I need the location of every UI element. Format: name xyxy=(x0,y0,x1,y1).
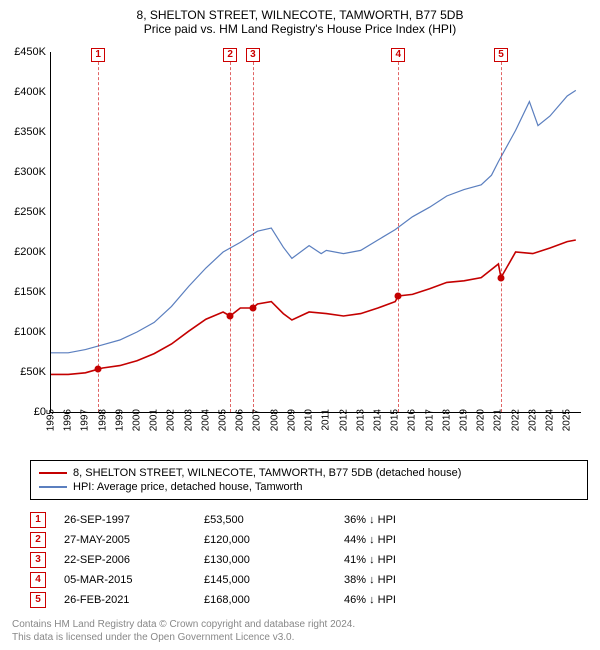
legend-label: 8, SHELTON STREET, WILNECOTE, TAMWORTH, … xyxy=(73,467,461,479)
legend: 8, SHELTON STREET, WILNECOTE, TAMWORTH, … xyxy=(30,460,588,500)
row-date: 26-FEB-2021 xyxy=(64,594,204,606)
x-tick-label: 2001 xyxy=(149,409,160,431)
legend-swatch xyxy=(39,472,67,474)
y-tick-label: £50K xyxy=(1,366,46,378)
x-tick-label: 1995 xyxy=(46,409,57,431)
y-tick-label: £400K xyxy=(1,86,46,98)
table-row: 4 05-MAR-2015£145,00038% ↓ HPI xyxy=(30,570,570,590)
row-price: £145,000 xyxy=(204,574,344,586)
x-tick-label: 2000 xyxy=(132,409,143,431)
y-tick-label: £0 xyxy=(1,406,46,418)
table-row: 1 26-SEP-1997£53,50036% ↓ HPI xyxy=(30,510,570,530)
y-tick-label: £200K xyxy=(1,246,46,258)
sale-vline xyxy=(501,52,502,412)
row-price: £120,000 xyxy=(204,534,344,546)
chart-area: 12345 £0£50K£100K£150K£200K£250K£300K£35… xyxy=(50,52,581,413)
series-hpi xyxy=(51,90,576,352)
title-line-1: 8, SHELTON STREET, WILNECOTE, TAMWORTH, … xyxy=(0,0,600,22)
sale-point xyxy=(497,274,504,281)
legend-row: HPI: Average price, detached house, Tamw… xyxy=(39,480,579,494)
sale-marker: 1 xyxy=(91,48,105,62)
x-tick-label: 2009 xyxy=(286,409,297,431)
sale-marker: 2 xyxy=(223,48,237,62)
row-date: 05-MAR-2015 xyxy=(64,574,204,586)
y-tick-label: £300K xyxy=(1,166,46,178)
sale-vline xyxy=(253,52,254,412)
title-line-2: Price paid vs. HM Land Registry's House … xyxy=(0,22,600,40)
x-tick-label: 2004 xyxy=(200,409,211,431)
legend-row: 8, SHELTON STREET, WILNECOTE, TAMWORTH, … xyxy=(39,466,579,480)
x-tick-label: 2006 xyxy=(235,409,246,431)
sale-vline xyxy=(98,52,99,412)
x-tick-label: 2003 xyxy=(183,409,194,431)
x-tick-label: 2022 xyxy=(510,409,521,431)
row-marker: 2 xyxy=(30,532,46,548)
sale-vline xyxy=(230,52,231,412)
row-delta: 46% ↓ HPI xyxy=(344,594,484,606)
x-tick-label: 2010 xyxy=(304,409,315,431)
x-tick-label: 2012 xyxy=(338,409,349,431)
sale-vline xyxy=(398,52,399,412)
sale-marker: 5 xyxy=(494,48,508,62)
x-tick-label: 2021 xyxy=(493,409,504,431)
x-tick-label: 2007 xyxy=(252,409,263,431)
x-tick-label: 2018 xyxy=(441,409,452,431)
row-marker: 5 xyxy=(30,592,46,608)
y-tick-label: £150K xyxy=(1,286,46,298)
row-marker: 4 xyxy=(30,572,46,588)
x-tick-label: 2015 xyxy=(390,409,401,431)
row-price: £130,000 xyxy=(204,554,344,566)
sale-point xyxy=(227,313,234,320)
legend-label: HPI: Average price, detached house, Tamw… xyxy=(73,481,303,493)
sales-table: 1 26-SEP-1997£53,50036% ↓ HPI 2 27-MAY-2005… xyxy=(30,510,570,610)
x-tick-label: 1998 xyxy=(97,409,108,431)
x-tick-label: 2005 xyxy=(218,409,229,431)
row-price: £53,500 xyxy=(204,514,344,526)
table-row: 3 22-SEP-2006£130,00041% ↓ HPI xyxy=(30,550,570,570)
footer-line-1: Contains HM Land Registry data © Crown c… xyxy=(12,618,355,631)
row-marker: 1 xyxy=(30,512,46,528)
x-tick-label: 2023 xyxy=(527,409,538,431)
x-tick-label: 2024 xyxy=(545,409,556,431)
row-delta: 41% ↓ HPI xyxy=(344,554,484,566)
y-tick-label: £250K xyxy=(1,206,46,218)
x-tick-label: 1999 xyxy=(114,409,125,431)
x-tick-label: 2020 xyxy=(476,409,487,431)
sale-point xyxy=(95,366,102,373)
x-tick-label: 2002 xyxy=(166,409,177,431)
row-delta: 38% ↓ HPI xyxy=(344,574,484,586)
sale-marker: 3 xyxy=(246,48,260,62)
table-row: 5 26-FEB-2021£168,00046% ↓ HPI xyxy=(30,590,570,610)
row-marker: 3 xyxy=(30,552,46,568)
x-tick-label: 2013 xyxy=(355,409,366,431)
footer: Contains HM Land Registry data © Crown c… xyxy=(12,618,355,644)
sale-marker: 4 xyxy=(391,48,405,62)
series-paid xyxy=(51,240,576,374)
row-delta: 36% ↓ HPI xyxy=(344,514,484,526)
row-price: £168,000 xyxy=(204,594,344,606)
x-tick-label: 2008 xyxy=(269,409,280,431)
x-tick-label: 2011 xyxy=(321,409,332,431)
row-date: 26-SEP-1997 xyxy=(64,514,204,526)
row-date: 27-MAY-2005 xyxy=(64,534,204,546)
x-tick-label: 1996 xyxy=(63,409,74,431)
x-tick-label: 2025 xyxy=(562,409,573,431)
sale-point xyxy=(395,293,402,300)
figure: 8, SHELTON STREET, WILNECOTE, TAMWORTH, … xyxy=(0,0,600,650)
legend-swatch xyxy=(39,486,67,488)
table-row: 2 27-MAY-2005£120,00044% ↓ HPI xyxy=(30,530,570,550)
x-tick-label: 1997 xyxy=(80,409,91,431)
y-tick-label: £350K xyxy=(1,126,46,138)
x-tick-label: 2016 xyxy=(407,409,418,431)
row-delta: 44% ↓ HPI xyxy=(344,534,484,546)
x-tick-label: 2014 xyxy=(372,409,383,431)
y-tick-label: £450K xyxy=(1,46,46,58)
sale-point xyxy=(249,305,256,312)
x-tick-label: 2017 xyxy=(424,409,435,431)
footer-line-2: This data is licensed under the Open Gov… xyxy=(12,631,355,644)
x-tick-label: 2019 xyxy=(458,409,469,431)
y-tick-label: £100K xyxy=(1,326,46,338)
row-date: 22-SEP-2006 xyxy=(64,554,204,566)
